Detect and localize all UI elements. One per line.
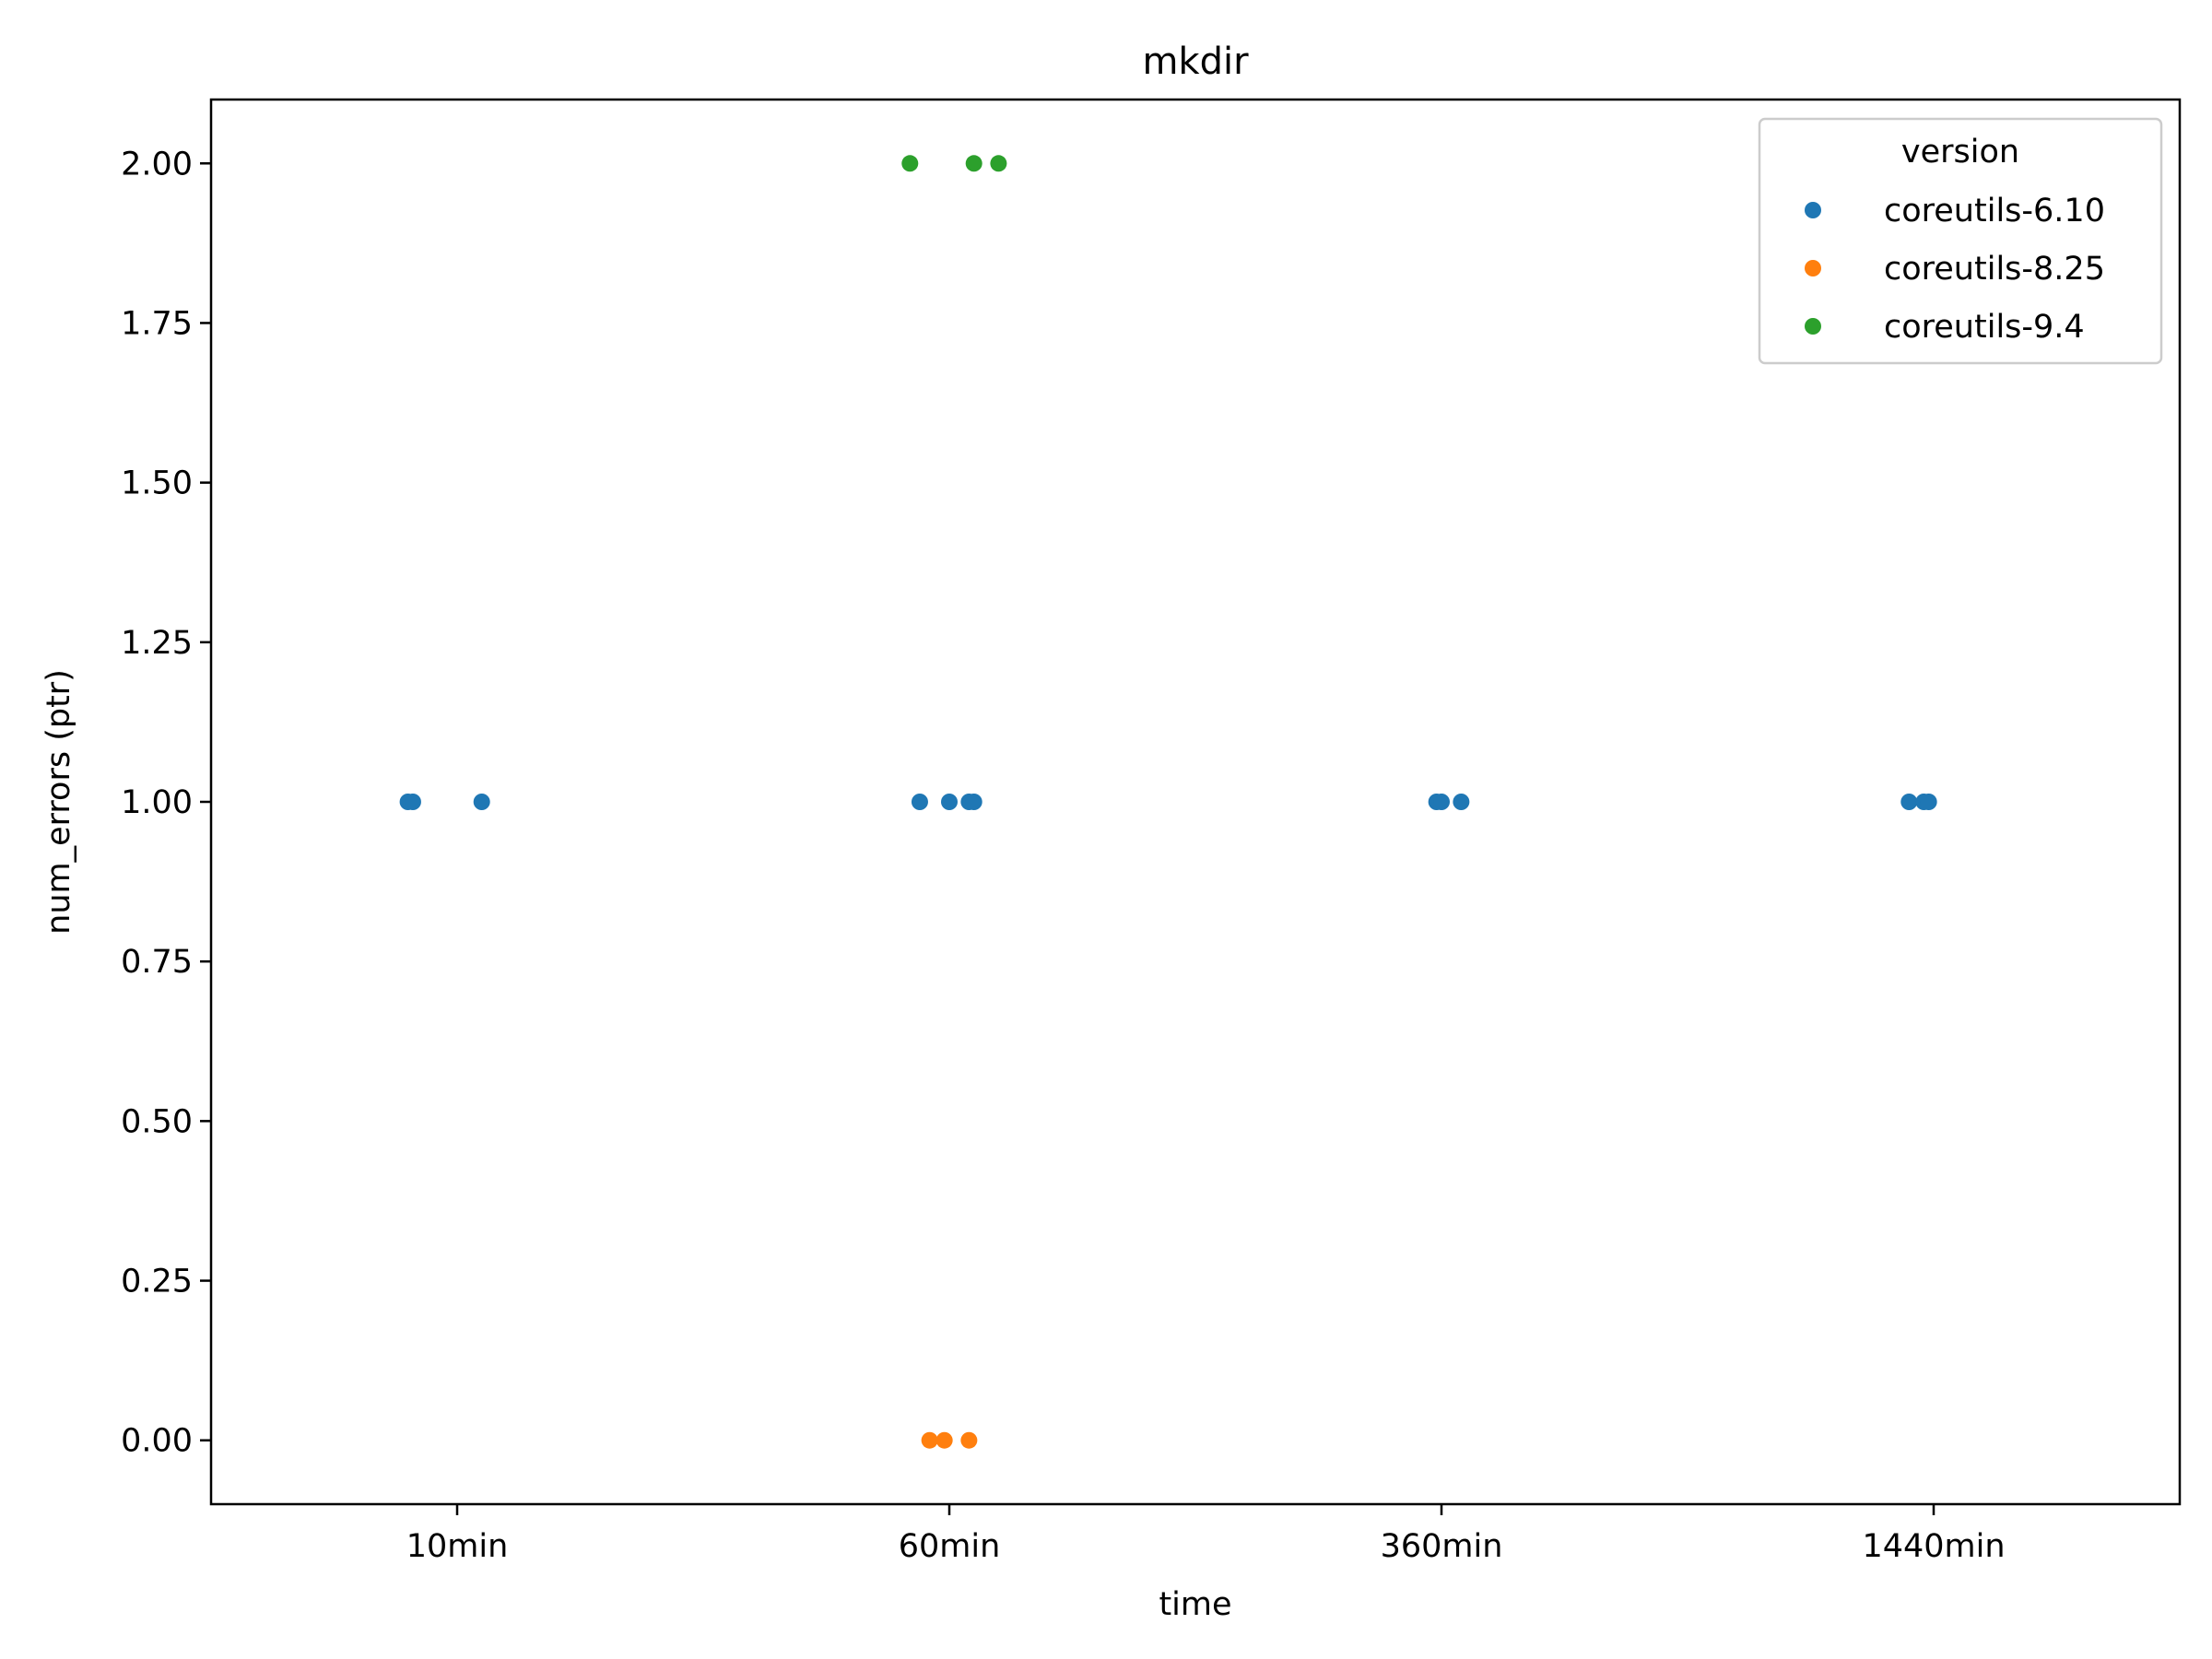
- plot-area-frame: [209, 98, 2182, 1506]
- y-tick-label: 1.25: [121, 625, 193, 662]
- y-tick-label: 0.50: [121, 1103, 193, 1140]
- y-tick-label: 1.50: [121, 465, 193, 502]
- data-point: [965, 794, 982, 810]
- y-axis-label: num_errors (ptr): [41, 669, 77, 935]
- data-point: [1900, 794, 1918, 810]
- x-tick-label: 60min: [899, 1528, 1001, 1565]
- data-point: [404, 794, 421, 810]
- x-axis-ticks: 10min 60min 360min 1440min: [406, 1504, 2006, 1565]
- data-point: [1433, 794, 1450, 810]
- data-point: [911, 794, 928, 810]
- y-tick-label: 0.75: [121, 944, 193, 981]
- chart-title: mkdir: [1142, 41, 1249, 83]
- data-point: [901, 155, 919, 172]
- legend-marker: [1805, 318, 1821, 335]
- data-point: [1920, 794, 1937, 810]
- data-point: [473, 794, 490, 810]
- y-tick-label: 0.00: [121, 1423, 193, 1460]
- y-axis-ticks: 0.00 0.25 0.50 0.75 1.00 1.25 1.50 1.75 2.00: [121, 146, 211, 1460]
- x-axis-label: time: [1159, 1586, 1231, 1623]
- legend-label: coreutils-6.10: [1884, 193, 2105, 229]
- legend-label: coreutils-8.25: [1884, 251, 2105, 288]
- data-point: [921, 1431, 938, 1449]
- x-tick-label: 360min: [1381, 1528, 1503, 1565]
- legend: version coreutils-6.10coreutils-8.25core…: [1758, 117, 2163, 365]
- data-point: [941, 794, 958, 810]
- legend-items: coreutils-6.10 coreutils-8.25 coreutils-9.…: [1805, 193, 2105, 346]
- y-tick-label: 1.00: [121, 784, 193, 821]
- data-point: [1453, 794, 1470, 810]
- y-tick-label: 1.75: [121, 305, 193, 342]
- data-point: [990, 155, 1007, 172]
- data-point: [960, 1431, 978, 1449]
- x-tick-label: 1440min: [1862, 1528, 2005, 1565]
- y-tick-label: 0.25: [121, 1264, 193, 1300]
- data-point: [935, 1431, 953, 1449]
- legend-label: coreutils-9.4: [1884, 309, 2085, 346]
- data-point: [965, 155, 982, 172]
- legend-marker: [1805, 202, 1821, 218]
- legend-marker: [1805, 260, 1821, 276]
- data-points: [399, 155, 1937, 1449]
- x-tick-label: 10min: [406, 1528, 509, 1565]
- y-tick-label: 2.00: [121, 146, 193, 182]
- legend-title: version: [1901, 134, 2019, 171]
- legend-box: [1758, 117, 2163, 365]
